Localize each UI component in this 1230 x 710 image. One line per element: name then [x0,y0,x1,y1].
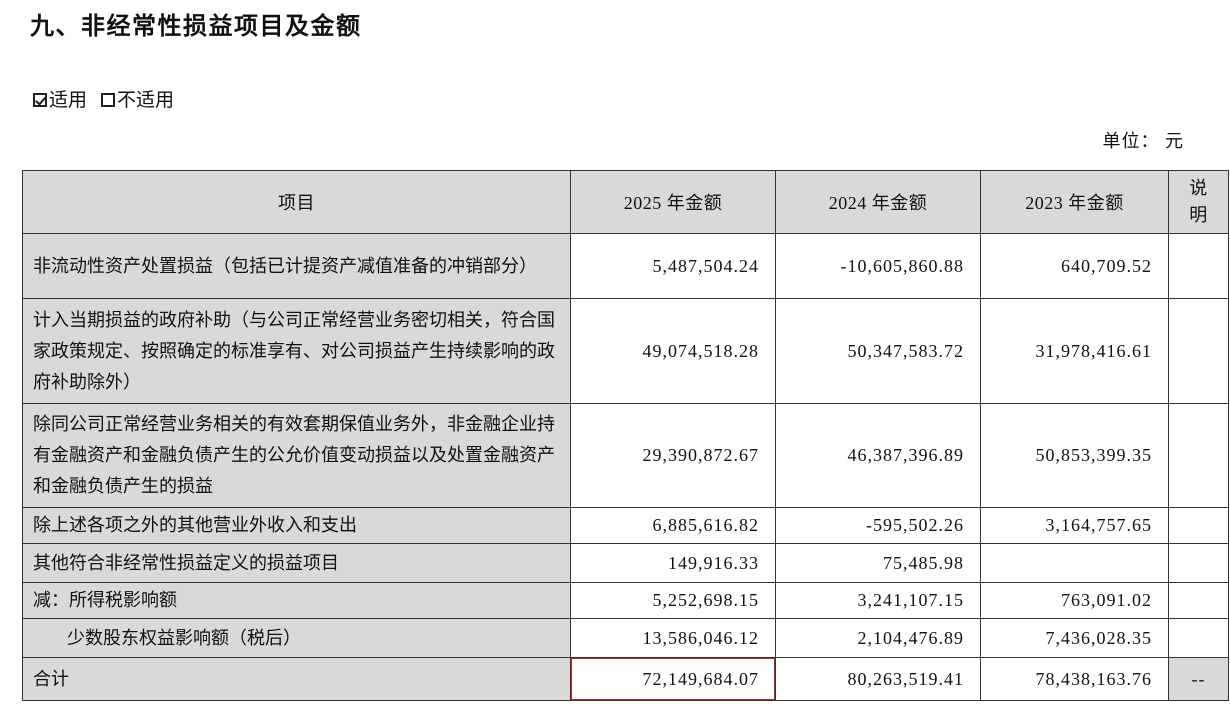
col-header-item: 项目 [22,170,571,234]
item-cell: 除同公司正常经营业务相关的有效套期保值业务外，非金融企业持有金融资产和金融负债产… [22,403,571,508]
total-2023-cell: 78,438,163.76 [980,657,1169,701]
amount-2023-cell: 763,091.02 [980,582,1169,619]
section-title: 九、非经常性损益项目及金额 [30,14,362,40]
col-header-note: 说明 [1168,170,1229,234]
col-header-2025: 2025 年金额 [570,170,776,234]
applicable-option: 适用 [33,90,87,111]
checked-checkbox-icon [33,93,47,107]
table-row: 其他符合非经常性损益定义的损益项目 149,916.33 75,485.98 [22,543,1229,583]
table-row: 少数股东权益影响额（税后） 13,586,046.12 2,104,476.89… [22,618,1229,658]
unit-label: 单位： 元 [1102,131,1184,151]
amount-2024-cell: 3,241,107.15 [775,582,981,619]
amount-2023-cell [980,543,1169,583]
total-2025-cell-highlighted: 72,149,684.07 [570,657,776,701]
table-row: 计入当期损益的政府补助（与公司正常经营业务密切相关，符合国家政策规定、按照确定的… [22,298,1229,404]
amount-2024-cell: -10,605,860.88 [775,233,981,299]
note-cell [1168,507,1229,544]
item-cell: 少数股东权益影响额（税后） [22,618,571,658]
total-label-cell: 合计 [22,657,571,701]
table-row: 减：所得税影响额 5,252,698.15 3,241,107.15 763,0… [22,582,1229,619]
col-header-2023: 2023 年金额 [980,170,1169,234]
applicable-label: 适用 [49,90,88,111]
note-cell [1168,403,1229,508]
not-applicable-label: 不适用 [117,90,175,111]
amount-2023-cell: 31,978,416.61 [980,298,1169,404]
note-cell [1168,233,1229,299]
amount-2025-cell: 5,252,698.15 [570,582,776,619]
note-cell [1168,298,1229,404]
header-row: 项目 2025 年金额 2024 年金额 2023 年金额 说明 [22,170,1229,234]
note-cell [1168,582,1229,619]
col-header-2024: 2024 年金额 [775,170,981,234]
amount-2023-cell: 50,853,399.35 [980,403,1169,508]
amount-2023-cell: 640,709.52 [980,233,1169,299]
empty-checkbox-icon [101,93,116,107]
amount-2025-cell: 5,487,504.24 [570,233,776,299]
note-cell [1168,543,1229,583]
table-row: 除上述各项之外的其他营业外收入和支出 6,885,616.82 -595,502… [22,507,1229,544]
amount-2023-cell: 3,164,757.65 [980,507,1169,544]
amount-2025-cell: 13,586,046.12 [570,618,776,658]
amount-2024-cell: 50,347,583.72 [775,298,981,404]
amount-2024-cell: 75,485.98 [775,543,981,583]
amount-2025-cell: 49,074,518.28 [570,298,776,404]
note-cell [1168,618,1229,658]
applicability-line: 适用 不适用 [33,85,188,112]
amount-2025-cell: 6,885,616.82 [570,507,776,544]
amount-2024-cell: -595,502.26 [775,507,981,544]
item-cell: 减：所得税影响额 [22,582,571,619]
total-row: 合计 72,149,684.07 80,263,519.41 78,438,16… [22,657,1229,701]
item-cell: 除上述各项之外的其他营业外收入和支出 [22,507,571,544]
non-recurring-items-table: 项目 2025 年金额 2024 年金额 2023 年金额 说明 非流动性资产处… [22,170,1229,701]
item-cell: 非流动性资产处置损益（包括已计提资产减值准备的冲销部分） [22,233,571,299]
total-2024-cell: 80,263,519.41 [775,657,981,701]
amount-2024-cell: 46,387,396.89 [775,403,981,508]
item-cell: 计入当期损益的政府补助（与公司正常经营业务密切相关，符合国家政策规定、按照确定的… [22,298,571,404]
item-cell: 其他符合非经常性损益定义的损益项目 [22,543,571,583]
not-applicable-option: 不适用 [101,90,174,111]
table-row: 非流动性资产处置损益（包括已计提资产减值准备的冲销部分） 5,487,504.2… [22,233,1229,299]
amount-2025-cell: 29,390,872.67 [570,403,776,508]
amount-2025-cell: 149,916.33 [570,543,776,583]
total-note-cell: -- [1168,657,1229,701]
table-row: 除同公司正常经营业务相关的有效套期保值业务外，非金融企业持有金融资产和金融负债产… [22,403,1229,508]
col-header-note-text: 说明 [1189,178,1208,225]
amount-2023-cell: 7,436,028.35 [980,618,1169,658]
amount-2024-cell: 2,104,476.89 [775,618,981,658]
